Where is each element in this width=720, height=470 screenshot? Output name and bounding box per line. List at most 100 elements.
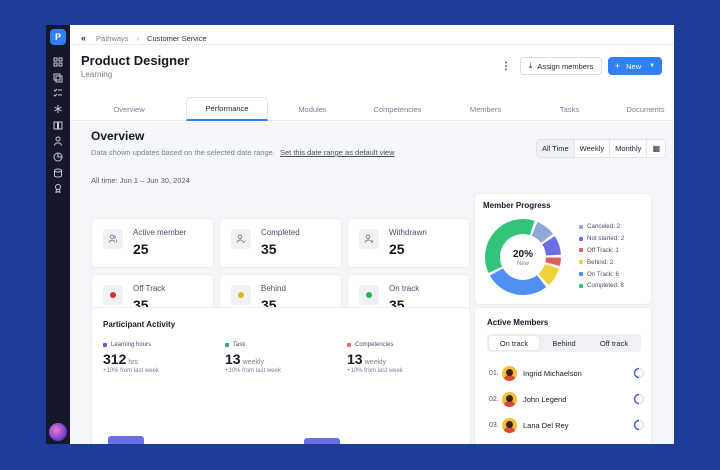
legend-swatch	[579, 283, 583, 288]
status-dot-icon	[231, 285, 251, 305]
asterisk-icon[interactable]	[53, 104, 63, 114]
donut-slice[interactable]	[485, 219, 535, 273]
user-icon[interactable]	[53, 136, 63, 146]
users-icon	[103, 229, 123, 249]
breadcrumb: « Pathways › Customer Service	[81, 31, 207, 45]
legend-item-off-track: Off Track: 1	[579, 245, 624, 257]
pie-icon[interactable]	[53, 152, 63, 162]
tab-overview[interactable]: Overview	[113, 104, 145, 114]
metric-swatch	[103, 343, 107, 347]
status-dot-yellow	[238, 292, 244, 298]
page-title: Product Designer	[81, 53, 190, 68]
stat-label: Withdrawn	[389, 228, 427, 237]
metric-label: Competencies	[355, 342, 394, 348]
legend-swatch	[579, 248, 583, 253]
metric-task: Task 13 weekly +10% from last week	[225, 342, 281, 374]
assign-members-label: Assign members	[537, 61, 594, 71]
badge-icon[interactable]	[53, 183, 63, 193]
legend-label: Completed: 8	[587, 282, 624, 290]
date-range-label: All time: Jun 1 – Jun 30, 2024	[91, 176, 190, 185]
tab-performance[interactable]: Performance	[186, 97, 268, 121]
copy-icon[interactable]	[53, 73, 63, 83]
app-window: P « Pathways › Customer Service Product …	[46, 25, 674, 444]
grid-icon[interactable]	[53, 57, 63, 67]
tab-modules[interactable]: Modules	[298, 104, 327, 114]
checklist-icon[interactable]	[53, 88, 63, 98]
status-dot-red	[110, 292, 116, 298]
book-icon[interactable]	[53, 120, 63, 130]
donut-slice[interactable]	[489, 268, 547, 295]
breadcrumb-item-current[interactable]: Customer Service	[147, 33, 207, 43]
more-options-icon[interactable]: ⋮	[501, 61, 511, 72]
member-rank: 03.	[489, 421, 499, 429]
member-row[interactable]: 03. Lana Del Rey	[489, 416, 645, 434]
metric-learning-hours: Learning hours 312 hrs +10% from last wee…	[103, 342, 159, 374]
status-dot-icon	[359, 285, 379, 305]
stat-label: On track	[389, 284, 420, 293]
legend-swatch	[579, 272, 583, 277]
donut-slice[interactable]	[538, 264, 560, 286]
page-subtitle: Learning	[81, 70, 113, 79]
legend-item-canceled: Canceled: 2	[579, 221, 624, 233]
range-weekly[interactable]: Weekly	[575, 140, 611, 157]
calendar-icon[interactable]: ▦	[652, 144, 661, 153]
overview-description-text: Data shown updates based on the selected…	[91, 148, 275, 157]
stat-card-withdrawn[interactable]: Withdrawn 25	[347, 218, 470, 268]
donut-center-label: New	[517, 261, 530, 267]
metric-unit: weekly	[364, 359, 386, 366]
legend-label: Not started: 2	[587, 235, 625, 243]
donut-slice[interactable]	[545, 257, 561, 266]
member-row[interactable]: 02. John Legend	[489, 390, 645, 408]
member-row[interactable]: 01. Ingrid Michaelson	[489, 364, 645, 382]
legend-swatch	[579, 224, 583, 229]
activity-bar[interactable]	[108, 436, 144, 444]
legend-item-not-started: Not started: 2	[579, 233, 624, 245]
tab-tasks[interactable]: Tasks	[559, 104, 580, 114]
legend-item-on-track: On Track: 6	[579, 268, 624, 280]
member-name: John Legend	[523, 394, 567, 404]
metric-swatch	[225, 343, 229, 347]
activity-bar[interactable]	[304, 438, 340, 444]
donut-slice[interactable]	[542, 236, 561, 256]
range-all-time[interactable]: All Time	[537, 140, 575, 157]
legend-swatch	[579, 236, 583, 241]
database-icon[interactable]	[53, 168, 63, 178]
participant-activity-title: Participant Activity	[103, 320, 176, 329]
tab-competencies[interactable]: Competencies	[373, 104, 422, 114]
active-members-card: Active Members On track Behind Off track…	[474, 307, 652, 444]
member-progress-donut[interactable]: 20% New	[480, 214, 566, 300]
avatar	[502, 391, 517, 407]
stat-card-active-member[interactable]: Active member 25	[91, 218, 214, 268]
assign-members-button[interactable]: ⤓ Assign members	[520, 57, 602, 75]
range-monthly[interactable]: Monthly	[610, 140, 648, 157]
filter-on-track[interactable]: On track	[489, 336, 539, 350]
metric-change: +10% from last week	[225, 368, 281, 374]
metric-change: +10% from last week	[347, 368, 403, 374]
legend-item-completed: Completed: 8	[579, 280, 624, 292]
member-rank: 02.	[489, 395, 499, 403]
tab-members[interactable]: Members	[469, 104, 502, 114]
status-dot-icon	[103, 285, 123, 305]
progress-ring-icon	[633, 367, 645, 379]
filter-behind[interactable]: Behind	[552, 338, 576, 348]
legend-swatch	[579, 260, 583, 265]
metric-value: 13	[347, 351, 363, 367]
set-default-view-link[interactable]: Set this date range as default view	[279, 148, 395, 157]
stat-card-completed[interactable]: Completed 35	[219, 218, 342, 268]
metric-value: 13	[225, 351, 241, 367]
breadcrumb-item-pathways[interactable]: Pathways	[96, 33, 129, 43]
new-button[interactable]: + New ▼	[608, 57, 662, 75]
donut-slice[interactable]	[531, 221, 553, 243]
chevron-right-icon: ›	[136, 33, 140, 43]
app-logo[interactable]: P	[50, 29, 66, 45]
tab-documents[interactable]: Documents	[626, 104, 665, 114]
filter-off-track[interactable]: Off track	[599, 338, 629, 348]
overview-title: Overview	[91, 129, 145, 143]
member-progress-title: Member Progress	[483, 201, 551, 210]
collapse-icon[interactable]: «	[81, 33, 87, 43]
new-label: New	[626, 61, 642, 71]
profile-avatar[interactable]	[49, 423, 67, 441]
legend-label: Canceled: 2	[587, 223, 621, 231]
metric-change: +10% from last week	[103, 368, 159, 374]
chevron-down-icon: ▼	[649, 63, 656, 69]
